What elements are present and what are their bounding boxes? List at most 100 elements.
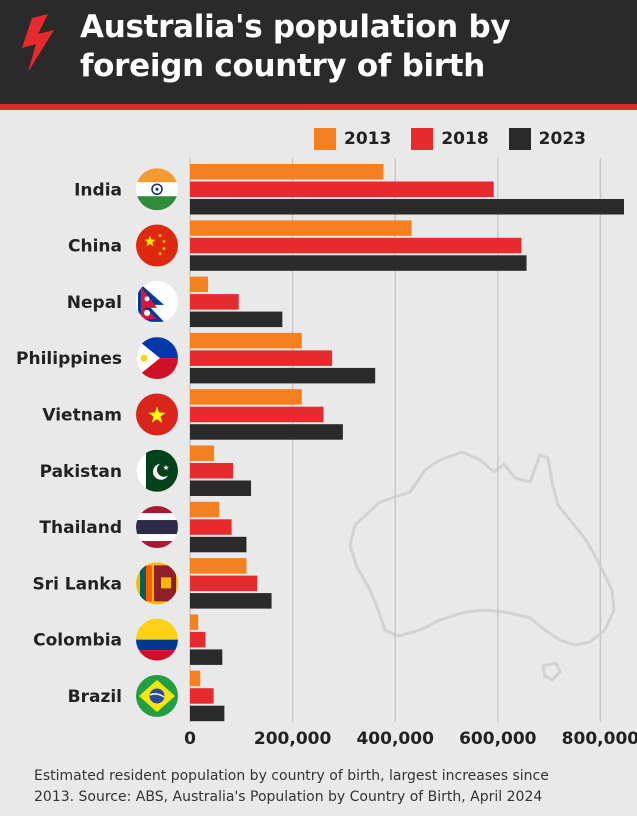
x-tick-label: 600,000 (459, 729, 537, 749)
legend-label-2023: 2023 (538, 129, 586, 149)
flag-body (136, 337, 178, 380)
header-banner (0, 0, 637, 104)
legend-label-2018: 2018 (441, 129, 489, 149)
bar-group-thailand (190, 501, 247, 553)
brazil-flag-icon (136, 674, 178, 717)
tasmania-outline (541, 661, 562, 682)
bar-2018 (190, 519, 232, 535)
bar-2018 (190, 631, 206, 648)
bar-2023 (190, 705, 225, 722)
legend-swatch-2018 (411, 128, 434, 150)
category-label: China (68, 237, 122, 257)
flag-body (136, 562, 178, 605)
legend-item-2013: 2013 (314, 128, 391, 150)
philippines-flag-icon (136, 337, 178, 380)
sri-lanka-flag-icon (136, 562, 178, 605)
flag-field (136, 224, 178, 267)
bar-2023 (190, 593, 272, 609)
legend-swatch-2023 (508, 128, 531, 150)
flag-stripe (140, 565, 146, 602)
footer-line-2: 2013. Source: ABS, Australia's Populatio… (34, 789, 543, 805)
flag-stripe (136, 506, 178, 514)
flag-star (157, 233, 163, 238)
flag-stripe (136, 196, 178, 211)
legend-label-2013: 2013 (344, 129, 392, 149)
flag-star (144, 235, 156, 247)
flag-stripe (136, 639, 178, 651)
flag-stripe (136, 650, 178, 661)
legend-item-2018: 2018 (411, 128, 489, 150)
bar-2013 (190, 445, 215, 461)
category-label: Sri Lanka (32, 574, 122, 594)
bar-2013 (190, 501, 220, 518)
nepal-flag-icon (136, 280, 178, 323)
bar-2018 (190, 350, 333, 366)
flag-stripe (136, 168, 178, 183)
x-tick-label: 800,000 (562, 729, 637, 749)
x-axis-ticks: 0 200,000 400,000 600,000 800,000 (184, 729, 637, 749)
bar-2023 (190, 536, 247, 553)
bar-group-vietnam (190, 389, 343, 440)
x-tick-label: 200,000 (254, 729, 332, 749)
flag-body (136, 449, 178, 492)
flag-star (148, 406, 166, 423)
bar-2018 (190, 237, 522, 254)
bar-2018 (190, 575, 258, 592)
flag-chakra (151, 183, 163, 195)
bar-2013 (190, 164, 384, 180)
bar-2023 (190, 199, 624, 215)
bar-group-brazil (190, 670, 225, 722)
bar-2018 (190, 181, 494, 197)
flag-moon (144, 296, 150, 302)
flag-sun (140, 354, 148, 362)
bar-2023 (190, 424, 343, 440)
title-line-2: foreign country of birth (80, 48, 486, 84)
bar-2023 (190, 311, 283, 328)
flag-icons (136, 168, 178, 717)
bar-2023 (190, 480, 252, 496)
legend-swatch-2013 (314, 128, 336, 150)
category-label: Nepal (67, 293, 122, 313)
bar-group-colombia (190, 614, 223, 665)
colombia-flag-icon (136, 618, 178, 661)
flag-body (136, 674, 178, 717)
bar-2013 (190, 276, 208, 293)
title-line-1: Australia's population by (80, 9, 511, 45)
flag-body (136, 280, 178, 323)
thailand-flag-icon (136, 506, 178, 549)
india-flag-icon (136, 168, 178, 211)
category-label: Colombia (33, 631, 122, 651)
category-label: Pakistan (40, 462, 122, 482)
china-flag-icon (136, 224, 178, 267)
legend-item-2023: 2023 (508, 128, 586, 150)
bar-2018 (190, 688, 214, 704)
flag-stripe (136, 541, 178, 549)
footer-source: Estimated resident population by country… (34, 766, 624, 808)
flag-crescent-inner (157, 462, 171, 477)
flag-stripe (146, 565, 152, 602)
flag-star (161, 246, 167, 251)
category-labels: India China Nepal Philippines Vietnam Pakista… (16, 180, 122, 707)
category-label: Vietnam (42, 405, 122, 425)
bar-groups (190, 164, 624, 722)
flag-star (161, 239, 167, 244)
category-label: Thailand (39, 518, 122, 538)
flag-star (163, 464, 169, 471)
sbs-logo-icon (22, 14, 54, 72)
bar-2013 (190, 670, 201, 687)
category-label: Philippines (16, 349, 122, 369)
flag-body (136, 224, 178, 267)
flag-chakra-hub (155, 187, 159, 191)
flag-body (136, 168, 178, 211)
flag-body (136, 506, 178, 549)
bar-group-pakistan (190, 445, 252, 496)
bar-2023 (190, 649, 223, 665)
footer-line-1: Estimated resident population by country… (34, 768, 549, 784)
category-label: India (74, 180, 122, 200)
flag-star (157, 251, 163, 256)
australia-map-outline (348, 450, 616, 647)
flag-lion (161, 577, 171, 589)
bar-chart: India China Nepal Philippines Vietnam Pakista… (16, 158, 637, 749)
flag-body (136, 618, 178, 661)
bar-group-sri-lanka (190, 558, 272, 609)
